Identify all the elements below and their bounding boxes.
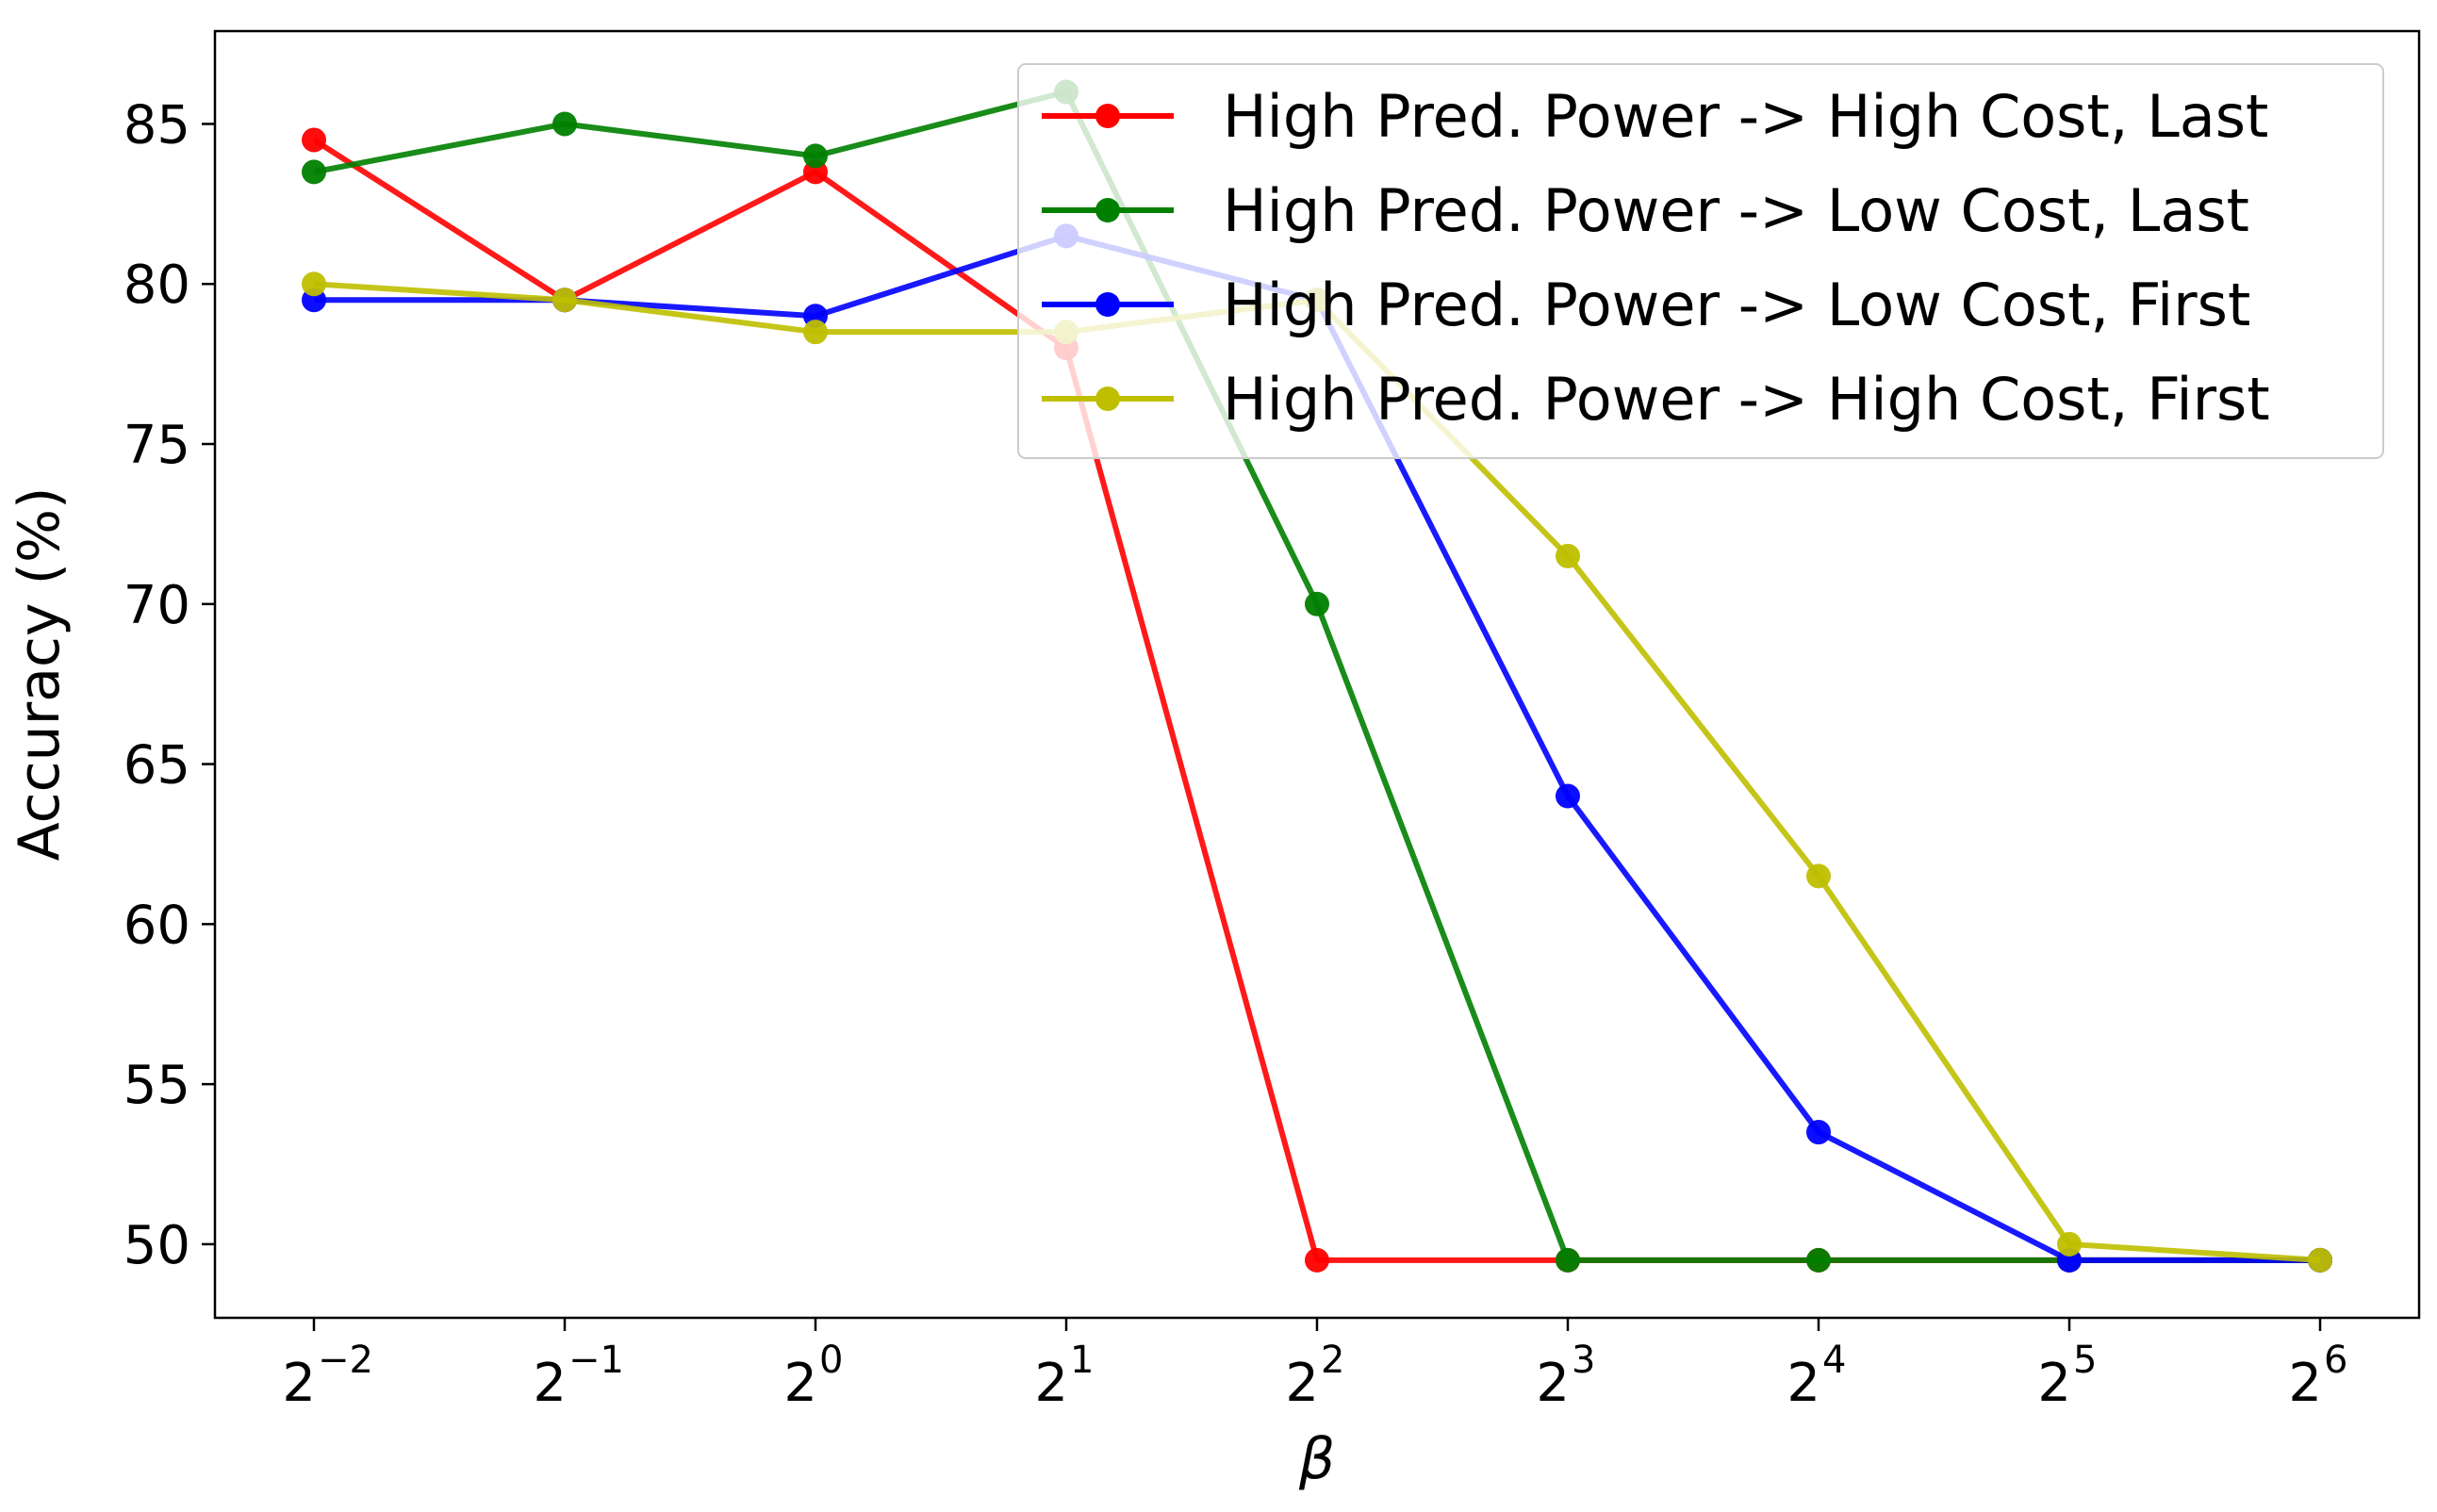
legend-label: High Pred. Power -> High Cost, Last bbox=[1223, 82, 2268, 151]
legend-marker bbox=[1095, 198, 1120, 222]
y-axis-label: Accuracy (%) bbox=[7, 487, 73, 862]
data-point bbox=[302, 159, 326, 185]
x-tick-exponent: 4 bbox=[1822, 1339, 1846, 1382]
data-point bbox=[2308, 1247, 2332, 1273]
legend-label: High Pred. Power -> High Cost, First bbox=[1223, 365, 2270, 434]
legend-item: High Pred. Power -> Low Cost, First bbox=[1042, 271, 2250, 339]
y-tick-label: 75 bbox=[123, 415, 190, 476]
y-tick-label: 50 bbox=[123, 1215, 190, 1276]
x-tick-base: 2 bbox=[1787, 1353, 1820, 1414]
x-tick-base: 2 bbox=[282, 1353, 316, 1414]
y-tick-label: 55 bbox=[123, 1055, 190, 1116]
data-point bbox=[1305, 1247, 1329, 1273]
legend-marker bbox=[1095, 104, 1120, 128]
data-point bbox=[302, 127, 326, 153]
data-point bbox=[2057, 1231, 2082, 1257]
x-tick-exponent: −2 bbox=[318, 1339, 373, 1382]
x-tick-base: 2 bbox=[533, 1353, 567, 1414]
data-point bbox=[803, 143, 828, 169]
y-tick-label: 85 bbox=[123, 94, 190, 156]
data-point bbox=[552, 111, 577, 137]
x-tick-exponent: −1 bbox=[568, 1339, 624, 1382]
x-tick-exponent: 5 bbox=[2073, 1339, 2097, 1382]
legend-marker bbox=[1095, 386, 1120, 411]
y-axis: 50 55 60 65 70 75 80 85 bbox=[123, 94, 215, 1276]
x-tick-base: 2 bbox=[2288, 1353, 2322, 1414]
data-point bbox=[1556, 783, 1580, 809]
x-tick-exponent: 1 bbox=[1070, 1339, 1094, 1382]
legend: High Pred. Power -> High Cost, Last High … bbox=[1017, 63, 2384, 459]
x-tick-label: 2 −1 bbox=[533, 1339, 624, 1414]
x-tick-exponent: 0 bbox=[819, 1339, 843, 1382]
x-axis: 2 −2 2 −1 2 0 2 1 2 2 2 3 2 4 2 5 2 6 bbox=[282, 1318, 2347, 1414]
data-point bbox=[1806, 863, 1831, 889]
y-tick-label: 70 bbox=[123, 575, 190, 636]
data-point bbox=[552, 288, 577, 313]
x-tick-label: 2 −2 bbox=[282, 1339, 373, 1414]
data-point bbox=[1806, 1247, 1831, 1273]
y-tick-label: 65 bbox=[123, 735, 190, 797]
x-tick-base: 2 bbox=[1034, 1353, 1068, 1414]
x-tick-base: 2 bbox=[2037, 1353, 2071, 1414]
data-point bbox=[1556, 543, 1580, 568]
x-tick-exponent: 6 bbox=[2324, 1339, 2347, 1382]
data-point bbox=[803, 320, 828, 345]
y-tick-label: 60 bbox=[123, 895, 190, 956]
data-point bbox=[1806, 1120, 1831, 1145]
legend-item: High Pred. Power -> Low Cost, Last bbox=[1042, 176, 2249, 245]
legend-marker bbox=[1095, 292, 1120, 317]
x-tick-base: 2 bbox=[783, 1353, 817, 1414]
legend-box bbox=[1017, 63, 2384, 459]
legend-items: High Pred. Power -> High Cost, Last High … bbox=[1042, 82, 2270, 434]
legend-item: High Pred. Power -> High Cost, First bbox=[1042, 365, 2270, 434]
data-point bbox=[1305, 591, 1329, 616]
x-tick-exponent: 2 bbox=[1321, 1339, 1344, 1382]
data-point bbox=[302, 271, 326, 297]
x-axis-label: β bbox=[1298, 1426, 1335, 1492]
x-tick-base: 2 bbox=[1285, 1353, 1319, 1414]
legend-label: High Pred. Power -> Low Cost, First bbox=[1223, 271, 2250, 339]
y-tick-label: 80 bbox=[123, 255, 190, 316]
x-tick-exponent: 3 bbox=[1572, 1339, 1595, 1382]
x-tick-base: 2 bbox=[1536, 1353, 1570, 1414]
legend-item: High Pred. Power -> High Cost, Last bbox=[1042, 82, 2268, 151]
data-point bbox=[1556, 1247, 1580, 1273]
legend-label: High Pred. Power -> Low Cost, Last bbox=[1223, 176, 2249, 245]
